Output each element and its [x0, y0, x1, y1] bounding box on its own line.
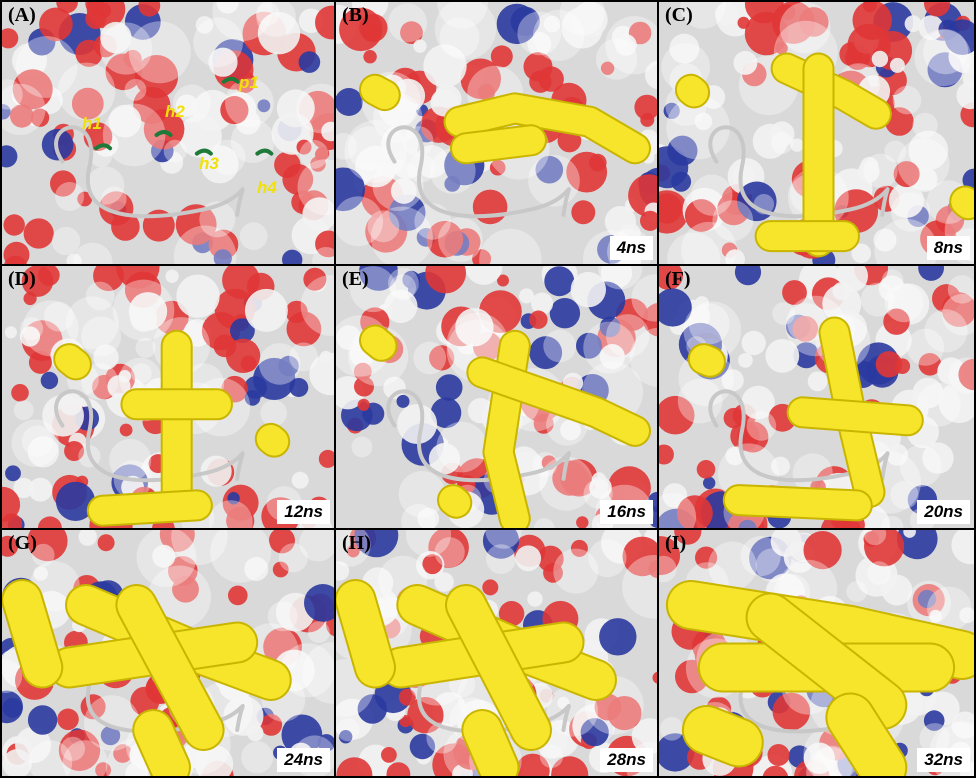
panel-b: (B) 4ns: [334, 0, 659, 266]
panel-label: (F): [665, 268, 691, 290]
panel-label: (A): [8, 4, 36, 26]
panel-label: (G): [8, 532, 37, 554]
panel-f: (F) 20ns: [657, 264, 976, 530]
panel-e: (E) 16ns: [334, 264, 659, 530]
protein-surface: [336, 2, 657, 264]
time-label: 24ns: [277, 748, 330, 772]
time-label: 4ns: [609, 236, 653, 260]
panel-i: (I) 32ns: [657, 528, 976, 778]
site-label-h2: h2: [165, 102, 185, 121]
site-label-h3: h3: [199, 154, 219, 173]
panel-label: (B): [342, 4, 369, 26]
protein-surface: [2, 266, 334, 528]
time-label: 20ns: [917, 500, 970, 524]
panel-h: (H) 28ns: [334, 528, 659, 778]
panel-label: (H): [342, 532, 371, 554]
panel-label: (C): [665, 4, 693, 26]
time-label: 28ns: [600, 748, 653, 772]
time-label: 8ns: [926, 236, 970, 260]
site-label-h4: h4: [257, 178, 277, 197]
panel-c: (C) 8ns: [657, 0, 976, 266]
panel-label: (I): [665, 532, 687, 554]
protein-surface: [659, 530, 974, 776]
panel-d: (D) 12ns: [0, 264, 336, 530]
panel-label: (D): [8, 268, 36, 290]
site-label-h1: h1: [82, 114, 102, 133]
time-label: 16ns: [600, 500, 653, 524]
protein-surface: [336, 266, 657, 528]
site-label-p1: p1: [239, 73, 259, 92]
panel-a: (A) h1 h2 p1 h3 h4: [0, 0, 336, 266]
time-label: 12ns: [277, 500, 330, 524]
protein-surface: [336, 530, 657, 776]
protein-surface: [2, 530, 334, 776]
protein-surface: [2, 2, 334, 264]
time-label: 32ns: [917, 748, 970, 772]
panel-label: (E): [342, 268, 369, 290]
protein-surface: [659, 266, 974, 528]
protein-surface: [659, 2, 974, 264]
panel-g: (G) 24ns: [0, 528, 336, 778]
